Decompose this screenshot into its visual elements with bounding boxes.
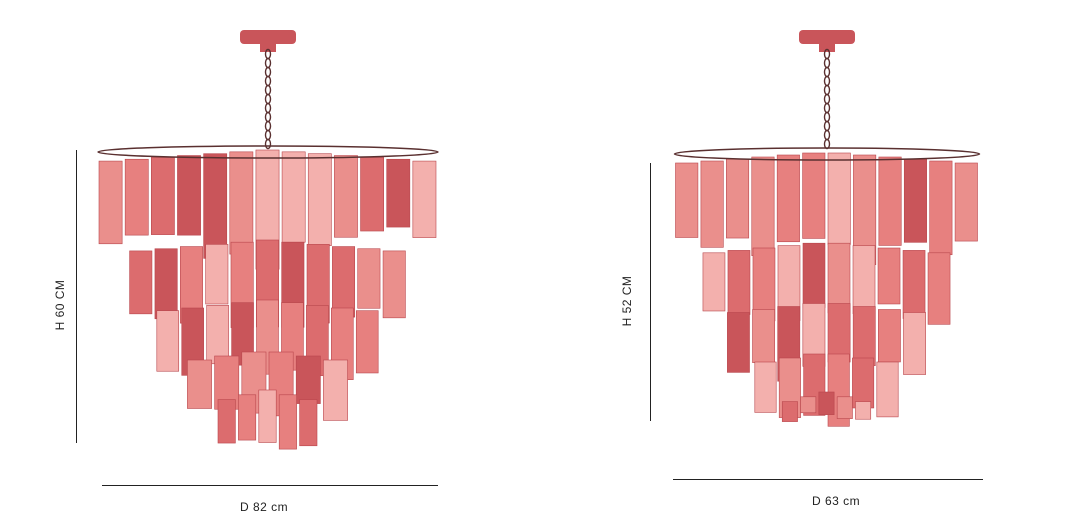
glass-panel — [852, 245, 876, 314]
glass-panel — [334, 155, 358, 238]
glass-panel — [278, 394, 297, 450]
glass-panel — [776, 154, 800, 243]
glass-panel — [307, 153, 332, 246]
glass-panel — [332, 246, 356, 318]
glass-panel — [827, 303, 851, 363]
glass-panel — [124, 158, 149, 236]
chain-link — [823, 93, 831, 105]
glass-panel — [675, 162, 699, 238]
height-dimension-line — [76, 150, 77, 443]
glass-panel — [355, 310, 379, 374]
diameter-dimension-line — [673, 479, 983, 480]
chain-link — [823, 138, 831, 150]
chain-link — [823, 84, 831, 96]
canopy-stem — [260, 44, 276, 52]
height-dimension-line — [650, 163, 651, 421]
chain-link — [264, 120, 272, 132]
glass-panel — [295, 355, 321, 404]
chain-link — [264, 84, 272, 96]
glass-panel — [929, 160, 953, 256]
glass-panel — [281, 151, 306, 243]
chain-link — [264, 57, 272, 69]
canopy-plate — [240, 30, 296, 44]
glass-panel — [802, 242, 826, 308]
glass-panel — [206, 305, 229, 365]
glass-panel — [903, 312, 926, 375]
glass-panel — [187, 359, 212, 409]
chain-link — [264, 66, 272, 78]
chain-link — [264, 102, 272, 114]
glass-panel — [726, 158, 750, 239]
glass-panel — [818, 391, 835, 415]
glass-panel — [205, 244, 229, 305]
glass-panel — [382, 250, 406, 319]
glass-panel — [258, 389, 277, 443]
glass-panel — [299, 399, 318, 447]
glass-panel — [752, 309, 775, 363]
glass-panel — [360, 157, 384, 232]
ring-frame — [97, 145, 439, 159]
glass-panel — [878, 309, 901, 363]
chain-link — [264, 93, 272, 105]
glass-panel — [800, 396, 817, 414]
glass-panel — [954, 162, 978, 242]
glass-panel — [151, 157, 175, 235]
glass-panel — [203, 153, 228, 259]
glass-panel — [412, 160, 437, 238]
glass-panel — [902, 250, 926, 319]
chain-link — [823, 75, 831, 87]
glass-panel — [129, 250, 153, 315]
diameter-dimension-line — [102, 485, 438, 486]
ring-frame — [673, 147, 981, 161]
glass-panel — [386, 158, 411, 228]
diameter-label: D 82 cm — [240, 500, 289, 514]
diameter-label: D 63 cm — [812, 494, 861, 508]
chandelier-small: H 52 CM D 63 cm — [540, 0, 1080, 526]
glass-panel — [852, 306, 876, 366]
glass-panel — [876, 361, 899, 418]
glass-panel — [927, 252, 951, 325]
chain-link — [264, 129, 272, 141]
chandelier-large: H 60 CM D 82 cm — [53, 30, 439, 514]
glass-panel — [229, 151, 254, 255]
glass-panel — [357, 248, 381, 309]
glass-panel — [855, 401, 872, 420]
chain-link — [823, 111, 831, 123]
chandelier-image — [673, 30, 981, 427]
canopy-stem — [819, 44, 835, 52]
glass-panel — [878, 156, 902, 246]
glass-panel — [802, 152, 826, 239]
glass-panel — [238, 394, 257, 441]
glass-panel — [323, 359, 348, 421]
glass-panel — [154, 248, 178, 320]
glass-panel — [702, 252, 726, 312]
chain-link — [823, 102, 831, 114]
glass-panel — [700, 160, 724, 248]
glass-panel — [827, 152, 851, 245]
glass-panel — [754, 361, 777, 413]
glass-panel — [903, 158, 927, 243]
glass-panel — [877, 247, 901, 305]
chain-link — [264, 75, 272, 87]
chain-link — [264, 111, 272, 123]
glass-panel — [781, 401, 798, 422]
glass-panel — [727, 312, 750, 373]
chain-link — [823, 129, 831, 141]
chandelier-image — [97, 30, 439, 450]
chain-link — [823, 120, 831, 132]
chain-link — [823, 57, 831, 69]
glass-panel — [827, 242, 851, 314]
glass-panel — [727, 250, 751, 315]
chain-link — [823, 66, 831, 78]
chain-link — [264, 138, 272, 150]
glass-panel — [177, 155, 201, 236]
glass-panel — [751, 156, 775, 256]
glass-panel — [836, 396, 853, 419]
glass-panel — [852, 357, 875, 409]
canopy-plate — [799, 30, 855, 44]
glass-panel — [156, 310, 180, 372]
glass-panel — [217, 399, 236, 444]
glass-panel — [98, 160, 123, 245]
